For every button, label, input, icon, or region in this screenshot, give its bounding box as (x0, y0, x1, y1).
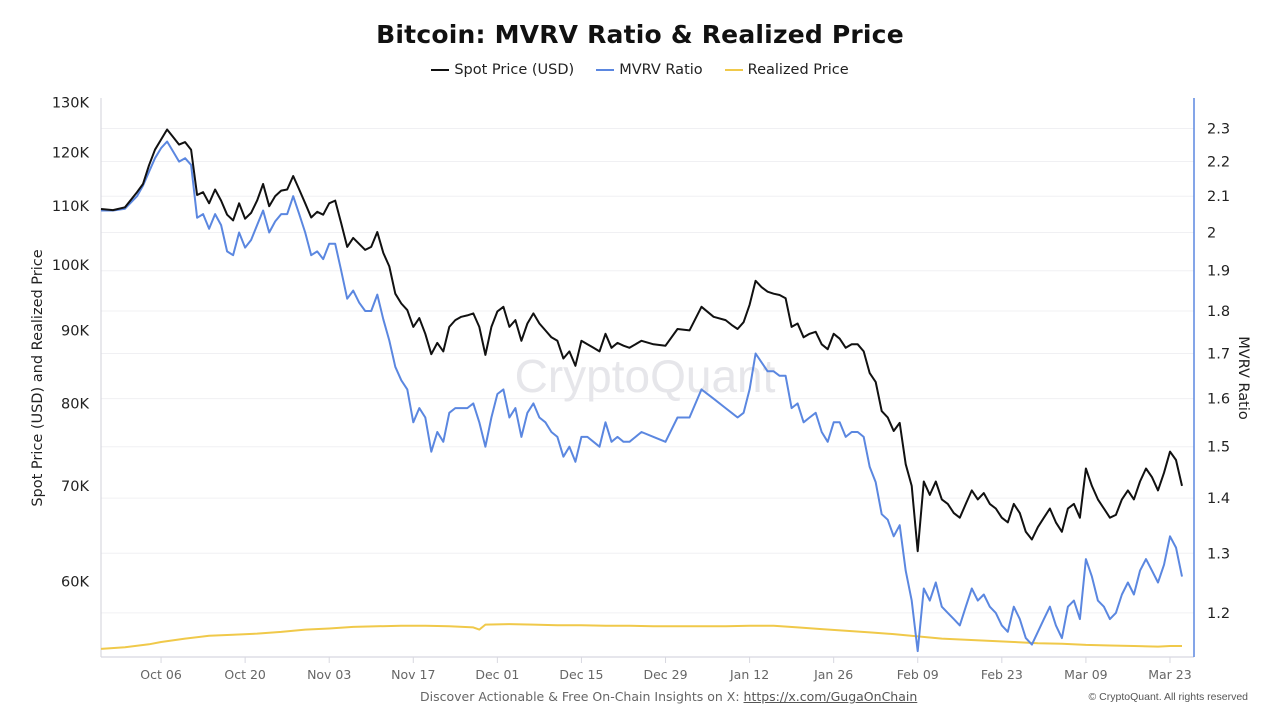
series-lines (100, 128, 1183, 653)
y-right-tick-label: 1.9 (1207, 264, 1230, 280)
y-right-tick-label: 1.4 (1207, 491, 1230, 507)
x-tick-label: Jan 12 (729, 667, 769, 682)
axes (100, 98, 1195, 663)
legend-swatch-realized-price (724, 69, 743, 71)
y-right-tick-label: 1.5 (1207, 440, 1230, 456)
x-tick-label: Nov 03 (307, 667, 351, 682)
y-right-tick-label: 2.1 (1207, 189, 1230, 205)
chart-legend: Spot Price (USD) MVRV Ratio Realized Pri… (0, 62, 1280, 78)
y-left-tick-label: 60K (61, 574, 89, 590)
realized-price-line (100, 623, 1182, 650)
mvrv-ratio-line (101, 140, 1183, 653)
y-right-tick-label: 1.2 (1207, 606, 1230, 622)
y-left-tick-label: 100K (52, 258, 90, 274)
y-left-tick-label: 80K (61, 396, 89, 412)
legend-label-spot-price: Spot Price (USD) (454, 62, 575, 78)
x-tick-label: Oct 20 (224, 667, 266, 682)
legend-item-realized-price[interactable]: Realized Price (724, 62, 849, 78)
y-right-tick-label: 2.3 (1207, 121, 1230, 137)
spot-price-line (100, 128, 1183, 553)
x-tick-label: Dec 29 (643, 667, 687, 682)
legend-swatch-mvrv (596, 69, 615, 71)
x-tick-label: Mar 09 (1064, 667, 1108, 682)
tick-labels: 60K 70K 80K 90K 100K 110K 120K 130K 1.2 1.3 1.4 1.5… (52, 96, 1230, 682)
x-tick-label: Mar 23 (1148, 667, 1191, 682)
y-right-tick-label: 1.3 (1207, 546, 1230, 562)
legend-label-realized-price: Realized Price (747, 62, 849, 78)
y-left-tick-label: 110K (52, 199, 90, 215)
copyright: © CryptoQuant. All rights reserved (1088, 691, 1248, 703)
y-right-tick-label: 2.2 (1207, 155, 1230, 171)
chart-title: Bitcoin: MVRV Ratio & Realized Price (376, 20, 904, 49)
y-right-tick-label: 2 (1207, 226, 1216, 242)
footer-caption: Discover Actionable & Free On-Chain Insi… (420, 689, 744, 704)
x-tick-label: Oct 06 (140, 667, 182, 682)
y-left-tick-label: 90K (61, 323, 89, 339)
footer-text: Discover Actionable & Free On-Chain Insi… (420, 689, 917, 704)
y-right-tick-label: 1.7 (1207, 347, 1230, 363)
x-tick-label: Nov 17 (391, 667, 435, 682)
x-tick-label: Feb 09 (897, 667, 939, 682)
grid-lines (101, 127, 1194, 614)
legend-swatch-spot-price (431, 69, 450, 71)
legend-item-spot-price[interactable]: Spot Price (USD) (431, 62, 574, 78)
y-left-tick-label: 70K (61, 479, 89, 495)
legend-item-mvrv[interactable]: MVRV Ratio (596, 62, 703, 78)
x-tick-label: Dec 15 (559, 667, 603, 682)
y-right-tick-label: 1.6 (1207, 392, 1230, 408)
y-right-tick-label: 1.8 (1207, 304, 1230, 320)
footer-link[interactable]: https://x.com/GugaOnChain (743, 689, 918, 704)
x-tick-label: Dec 01 (475, 667, 519, 682)
x-tick-label: Feb 23 (981, 667, 1023, 682)
y-left-tick-label: 130K (52, 96, 90, 112)
x-tick-label: Jan 26 (813, 667, 853, 682)
legend-label-mvrv: MVRV Ratio (619, 62, 703, 78)
y-left-tick-label: 120K (52, 145, 90, 161)
watermark: CryptoQuant (515, 350, 776, 402)
